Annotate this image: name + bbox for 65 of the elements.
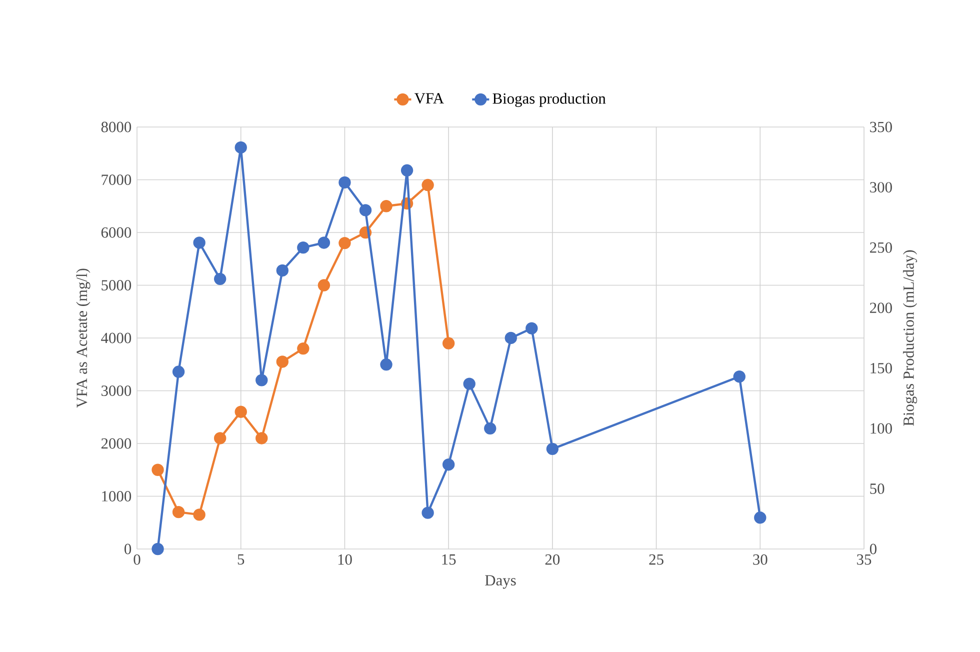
y-tick-label: 1000: [102, 491, 132, 502]
x-tick-label: 0: [134, 554, 140, 565]
point: [172, 366, 185, 378]
point: [193, 508, 206, 521]
point: [400, 164, 414, 176]
point: [193, 236, 206, 249]
point: [422, 178, 434, 192]
x-axis-title: Days: [485, 575, 516, 589]
point: [152, 464, 164, 476]
point: [442, 337, 455, 350]
y-axis-title: VFA as Acetate (mg/l): [76, 268, 90, 408]
x-tick-label: 5: [238, 554, 244, 565]
point: [234, 141, 247, 154]
y-tick-label: 6000: [101, 227, 132, 238]
point: [297, 241, 310, 254]
y2-axis-title: Biogas Production (mL/day): [903, 250, 918, 426]
point: [318, 236, 330, 249]
point: [422, 506, 434, 519]
point: [380, 200, 392, 212]
point: [733, 370, 746, 383]
x-tick-label: 30: [753, 554, 768, 565]
point: [338, 176, 351, 189]
point: [152, 542, 164, 556]
y-tick-label: 7000: [102, 174, 132, 185]
y-tick-label: 5000: [102, 280, 132, 290]
point: [484, 422, 496, 435]
legend-label: VFA: [414, 93, 444, 104]
y2-tick-label: 0: [870, 544, 876, 554]
point: [297, 342, 310, 355]
y-tick-label: 8000: [101, 122, 132, 132]
y-tick-label: 3000: [102, 386, 132, 396]
point: [463, 378, 476, 390]
y-tick-label: 4000: [101, 332, 132, 344]
y-tick-label: 2000: [101, 438, 132, 449]
x-tick-label: 20: [545, 554, 560, 565]
point: [526, 322, 538, 334]
point: [214, 272, 226, 286]
y2-tick-label: 50: [870, 484, 884, 494]
point: [338, 236, 351, 250]
point: [380, 358, 392, 371]
x-tick-label: 35: [857, 554, 872, 565]
point: [234, 406, 247, 418]
y2-tick-label: 100: [870, 423, 892, 434]
y2-tick-label: 300: [870, 182, 892, 192]
legend-label: Biogas production: [492, 92, 606, 107]
point: [276, 356, 288, 368]
y2-tick-label: 350: [870, 122, 892, 132]
y2-tick-label: 200: [870, 302, 892, 314]
point: [318, 279, 330, 292]
point: [256, 432, 268, 444]
point: [754, 512, 766, 524]
point: [172, 506, 185, 518]
point: [214, 432, 226, 444]
point: [442, 458, 455, 471]
y2-tick-label: 250: [870, 242, 892, 253]
y-tick-label: 0: [124, 544, 132, 554]
point: [256, 374, 268, 386]
x-tick-label: 15: [442, 554, 456, 565]
x-tick-label: 10: [338, 554, 352, 565]
point: [504, 332, 517, 344]
y2-tick-label: 150: [870, 362, 892, 374]
point: [359, 204, 372, 216]
point: [276, 264, 288, 277]
point: [546, 442, 559, 456]
x-tick-label: 25: [649, 554, 664, 565]
